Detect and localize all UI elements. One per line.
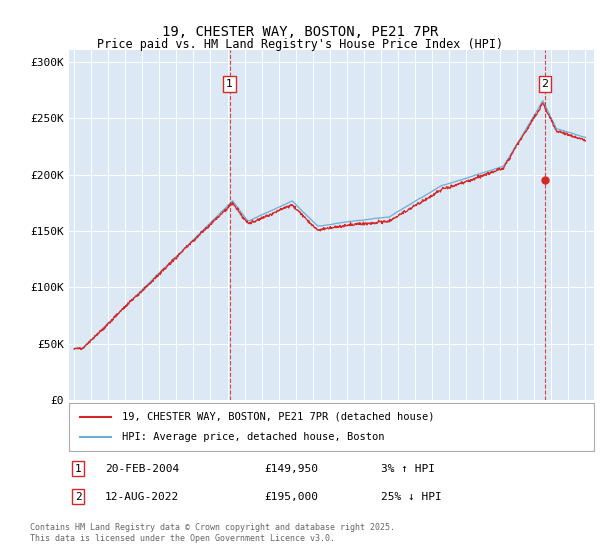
Text: £195,000: £195,000 — [264, 492, 318, 502]
Text: 1: 1 — [226, 80, 233, 89]
Text: Price paid vs. HM Land Registry's House Price Index (HPI): Price paid vs. HM Land Registry's House … — [97, 38, 503, 51]
Text: 1: 1 — [74, 464, 82, 474]
Text: 2: 2 — [74, 492, 82, 502]
Text: Contains HM Land Registry data © Crown copyright and database right 2025.
This d: Contains HM Land Registry data © Crown c… — [30, 524, 395, 543]
Text: 20-FEB-2004: 20-FEB-2004 — [105, 464, 179, 474]
Text: 12-AUG-2022: 12-AUG-2022 — [105, 492, 179, 502]
Text: 2: 2 — [541, 80, 548, 89]
Text: 19, CHESTER WAY, BOSTON, PE21 7PR: 19, CHESTER WAY, BOSTON, PE21 7PR — [162, 25, 438, 39]
Text: HPI: Average price, detached house, Boston: HPI: Average price, detached house, Bost… — [121, 432, 384, 442]
Text: 19, CHESTER WAY, BOSTON, PE21 7PR (detached house): 19, CHESTER WAY, BOSTON, PE21 7PR (detac… — [121, 412, 434, 422]
Text: 25% ↓ HPI: 25% ↓ HPI — [381, 492, 442, 502]
Text: £149,950: £149,950 — [264, 464, 318, 474]
Text: 3% ↑ HPI: 3% ↑ HPI — [381, 464, 435, 474]
